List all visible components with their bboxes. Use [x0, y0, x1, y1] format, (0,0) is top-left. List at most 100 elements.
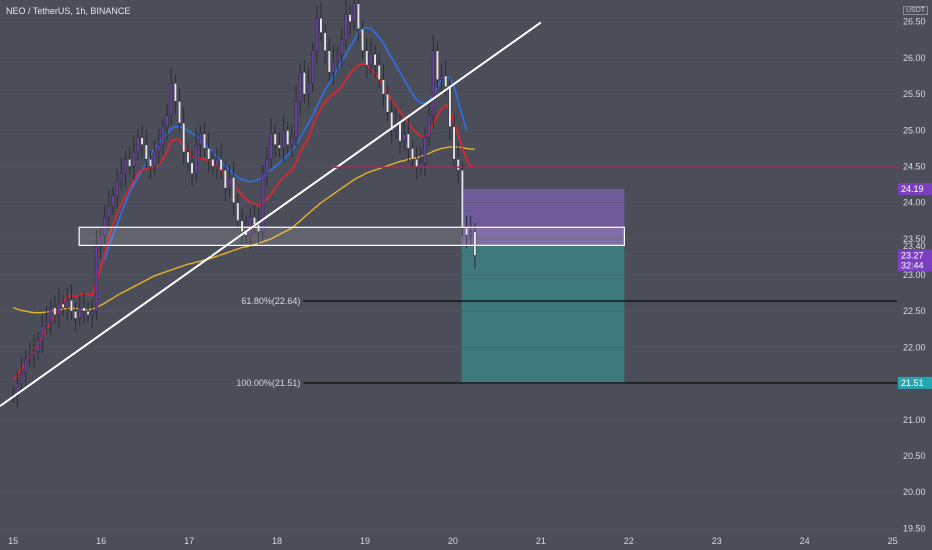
candle-body — [219, 158, 223, 171]
candle-body — [406, 133, 410, 149]
candle-body — [61, 303, 65, 308]
candle-body — [107, 206, 111, 218]
price-axis[interactable]: 19.5020.0020.5021.0021.5022.0022.5023.00… — [897, 0, 932, 550]
time-tick-9: 24 — [800, 536, 810, 546]
candle-body — [32, 350, 36, 355]
candle-body — [298, 72, 302, 102]
price-tick-3: 21.00 — [903, 415, 926, 425]
candle-body — [373, 54, 377, 66]
candle-body — [69, 300, 73, 312]
candle-body — [440, 75, 444, 80]
candle-body — [277, 144, 281, 149]
candle-body — [319, 17, 323, 33]
candle-body — [203, 133, 207, 149]
price-tick-9: 24.00 — [903, 198, 926, 208]
candle-body — [90, 310, 94, 316]
candle-body — [115, 180, 119, 196]
fib-label-1: 100.00%(21.51) — [236, 378, 300, 388]
time-tick-2: 17 — [184, 536, 194, 546]
price-tick-10: 24.50 — [903, 161, 926, 171]
candle-body — [103, 216, 107, 236]
candle-body — [286, 130, 290, 146]
candle-body — [348, 14, 352, 22]
candle-body — [53, 307, 57, 316]
candle-body — [456, 158, 460, 171]
candle-body — [215, 158, 219, 167]
candle-body — [465, 227, 469, 236]
candle-body — [252, 216, 256, 225]
candle-body — [315, 17, 319, 51]
candle-body — [269, 133, 273, 160]
grid-layer — [0, 21, 897, 529]
candle-body — [186, 151, 190, 164]
candle-body — [36, 339, 40, 352]
price-tick-13: 26.00 — [903, 53, 926, 63]
candle-body — [344, 14, 348, 41]
candle-body — [390, 111, 394, 131]
candle-body — [261, 173, 265, 232]
candle-body — [356, 3, 360, 30]
candle-body — [435, 50, 439, 80]
ema-fast-line — [12, 62, 476, 381]
candle-body — [119, 173, 123, 182]
candle-body — [136, 137, 140, 153]
candle-body — [132, 151, 136, 167]
time-tick-8: 23 — [712, 536, 722, 546]
candle-body — [99, 234, 103, 247]
candle-body — [240, 220, 244, 232]
candle-body — [232, 177, 236, 203]
price-tick-11: 25.00 — [903, 125, 926, 135]
price-axis-bg — [897, 0, 932, 550]
stop-loss-zone — [461, 188, 625, 247]
candle-body — [415, 158, 419, 167]
candle-body — [236, 202, 240, 222]
price-tick-8: 23.50 — [903, 234, 926, 244]
time-axis[interactable]: 15 16 17 18 19 20 21 22 23 24 25 — [0, 532, 932, 550]
price-tick-12: 25.50 — [903, 89, 926, 99]
candle-body — [386, 93, 390, 113]
trend-line — [0, 21, 542, 407]
candle-body — [82, 307, 86, 312]
candle-body — [327, 50, 331, 73]
candle-body — [381, 79, 385, 95]
candle-body — [78, 307, 82, 319]
candle-body — [282, 130, 286, 149]
last-price-tag: 23.27 — [901, 251, 924, 261]
candle-body — [211, 158, 215, 167]
candle-body — [361, 28, 365, 51]
candle-body — [377, 64, 381, 80]
time-tick-10: 25 — [888, 536, 898, 546]
target-price-tag: 21.51 — [901, 378, 924, 388]
time-tick-3: 18 — [272, 536, 282, 546]
candle-body — [86, 310, 90, 316]
candle-body — [123, 158, 127, 174]
stop-price-tag-bg — [898, 182, 932, 195]
candle-body — [65, 300, 69, 308]
candle-body — [144, 144, 148, 160]
take-profit-zone — [461, 246, 625, 383]
candle-body — [198, 133, 202, 146]
time-axis-bg — [0, 532, 932, 550]
candle-body — [20, 372, 24, 384]
candle-body — [469, 231, 473, 236]
candle-body — [273, 133, 277, 146]
time-tick-6: 21 — [536, 536, 546, 546]
candle-body — [248, 216, 252, 236]
candle-body — [423, 137, 427, 164]
candle-body — [57, 303, 61, 316]
candle-body — [24, 358, 28, 374]
time-tick-0: 15 — [8, 536, 18, 546]
candle-body — [448, 86, 452, 127]
ma-slow-line — [12, 146, 475, 314]
candle-body — [365, 50, 369, 66]
candle-body — [419, 162, 423, 167]
candle-body — [182, 122, 186, 153]
candle-body — [148, 158, 152, 167]
candle-body — [290, 137, 294, 146]
currency-badge[interactable]: USDT — [903, 6, 929, 15]
time-tick-5: 20 — [448, 536, 458, 546]
candle-body — [140, 137, 144, 146]
candle-body — [194, 144, 198, 174]
candle-body — [173, 82, 177, 102]
